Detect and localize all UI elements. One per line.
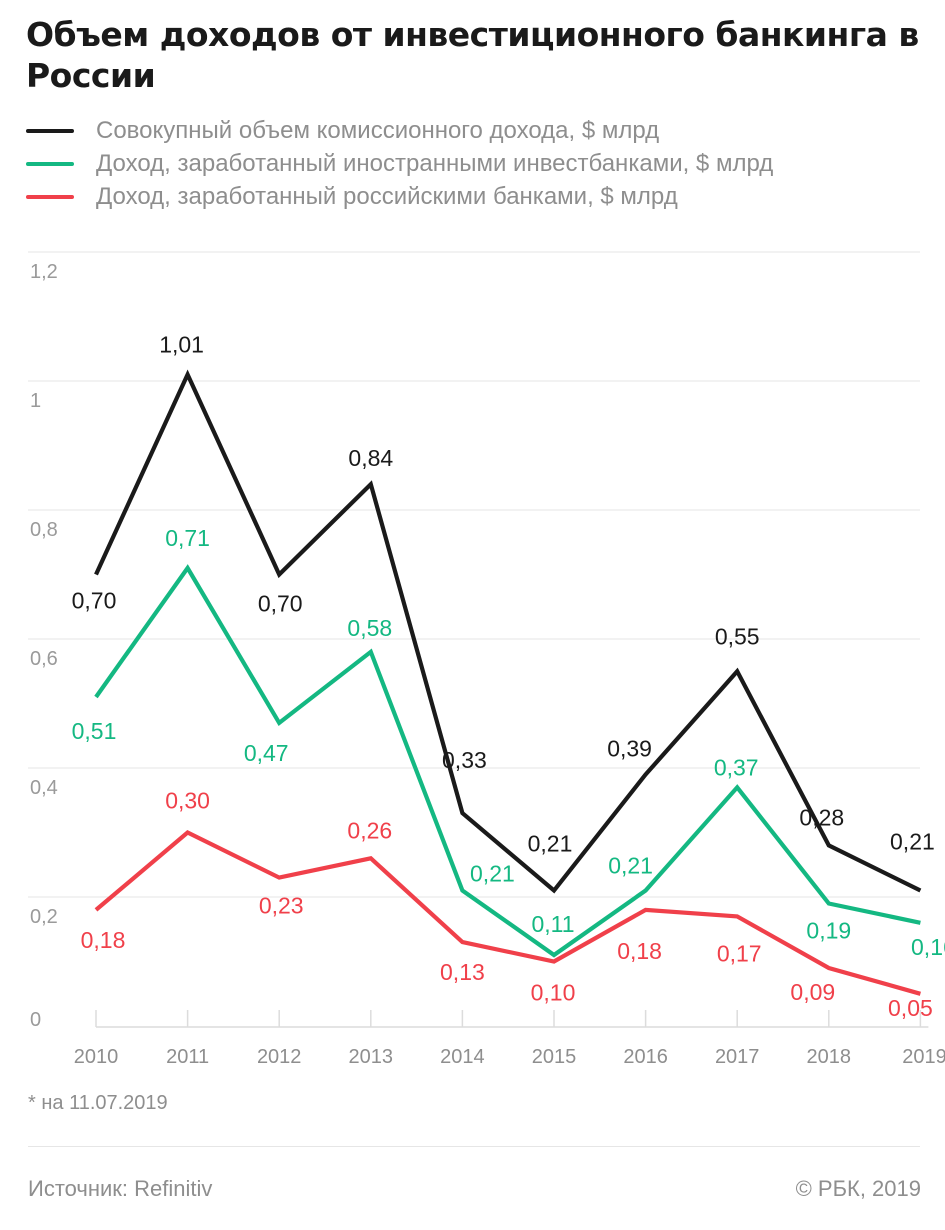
data-label: 0,30 [165, 788, 210, 814]
data-label: 0,70 [258, 591, 303, 617]
data-label: 0,33 [442, 747, 487, 773]
series-line-2 [94, 830, 921, 996]
data-label: 0,58 [347, 615, 392, 641]
data-label: 0,47 [244, 740, 289, 766]
data-label: 0,21 [470, 861, 515, 887]
footer-divider [28, 1146, 920, 1147]
data-labels: 0,70 1,01 0,70 0,84 0,33 0,21 0,39 0,55 0,28 0,21… [72, 332, 945, 1021]
x-tick-label: 2013 [349, 1046, 394, 1068]
footnote: * на 11.07.2019 [28, 1092, 168, 1114]
legend-label-foreign: Доход, заработанный иностранными инвестб… [96, 149, 774, 177]
data-label: 0,21 [890, 829, 935, 855]
data-label: 0,09 [790, 979, 835, 1005]
x-tick-label: 2017 [715, 1046, 760, 1068]
y-tick-label: 0 [30, 1009, 41, 1031]
data-label: 0,23 [259, 893, 304, 919]
x-tick-label: 2012 [257, 1046, 302, 1068]
x-tick-label: 2018 [807, 1046, 852, 1068]
legend-swatch-foreign [26, 161, 74, 166]
data-label: 0,26 [347, 817, 392, 843]
series-lines [94, 369, 922, 996]
data-label: 0,13 [440, 959, 485, 985]
y-tick-label: 0,2 [30, 906, 58, 928]
source-text: Источник: Refinitiv [28, 1176, 213, 1201]
data-label: 0,19 [806, 917, 851, 943]
legend-swatch-russian [26, 194, 74, 199]
data-label: 0,70 [72, 588, 117, 614]
x-tick-label: 2011 [166, 1046, 209, 1068]
y-tick-label: 1 [30, 390, 41, 412]
x-tick-label: 2019* [902, 1046, 945, 1068]
data-label: 0,17 [717, 940, 762, 966]
x-tick-label: 2014 [440, 1046, 485, 1068]
data-label: 0,37 [714, 754, 759, 780]
chart-title: Объем доходов от инвестиционного банкинг… [26, 15, 919, 95]
data-label: 0,10 [531, 980, 576, 1006]
legend-item-foreign: Доход, заработанный иностранными инвестб… [26, 147, 773, 180]
data-label: 0,84 [348, 445, 393, 471]
data-label: 0,55 [715, 623, 760, 649]
copyright-text: © РБК, 2019 [795, 1176, 921, 1201]
legend-label-russian: Доход, заработанный российскими банками,… [96, 182, 678, 210]
legend: Совокупный объем комиссионного дохода, $… [26, 114, 773, 213]
legend-item-total: Совокупный объем комиссионного дохода, $… [26, 114, 773, 147]
data-label: 0,39 [607, 735, 652, 761]
y-tick-label: 1,2 [30, 261, 58, 283]
data-label: 0,51 [72, 718, 117, 744]
data-label: 0,16 [911, 934, 945, 960]
legend-label-total: Совокупный объем комиссионного дохода, $… [96, 116, 660, 144]
data-label: 0,28 [799, 804, 844, 830]
data-label: 1,01 [159, 332, 204, 358]
y-tick-label: 0,4 [30, 777, 58, 799]
y-tick-label: 0,8 [30, 519, 58, 541]
gridlines [28, 251, 920, 898]
data-label: 0,18 [617, 938, 662, 964]
data-label: 0,11 [531, 911, 574, 937]
data-label: 0,05 [888, 995, 933, 1021]
series-line-0 [94, 369, 922, 894]
x-tick-label: 2015 [532, 1046, 577, 1068]
y-axis-tick-labels: 0 0,2 0,4 0,6 0,8 1 1,2 [30, 261, 58, 1031]
data-label: 0,18 [81, 927, 126, 953]
y-tick-label: 0,6 [30, 648, 58, 670]
legend-swatch-total [26, 128, 74, 133]
x-tick-label: 2010 [74, 1046, 119, 1068]
line-chart: 00,20,40,60,811,2 2010 2011 2012 2013 2014 20… [28, 251, 945, 1068]
x-tick-label: 2016 [623, 1046, 668, 1068]
data-label: 0,21 [608, 853, 653, 879]
x-axis: 2010 2011 2012 2013 2014 2015 2016 2017 2018 2019… [74, 1010, 945, 1068]
data-label: 0,21 [528, 831, 573, 857]
data-label: 0,71 [165, 525, 210, 551]
legend-item-russian: Доход, заработанный российскими банками,… [26, 180, 773, 213]
series-line-1 [94, 564, 921, 958]
